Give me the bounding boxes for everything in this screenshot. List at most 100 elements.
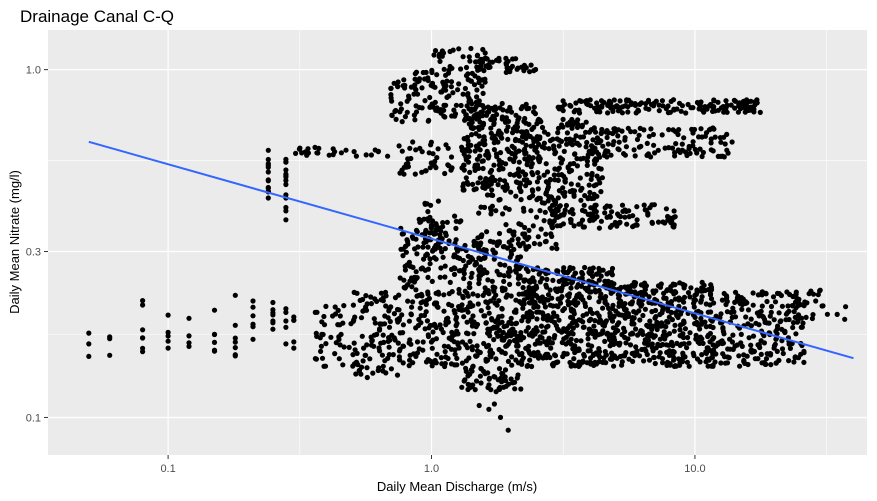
data-point xyxy=(630,224,636,230)
data-point xyxy=(475,301,481,307)
data-point xyxy=(642,207,648,213)
data-point xyxy=(512,267,519,274)
data-point xyxy=(318,343,324,349)
data-point xyxy=(555,359,561,365)
data-point xyxy=(496,197,502,203)
data-point xyxy=(330,313,336,319)
data-point xyxy=(660,360,666,366)
data-point xyxy=(497,177,503,183)
data-point xyxy=(418,300,424,306)
data-point xyxy=(528,208,534,214)
data-point xyxy=(474,87,480,93)
data-point xyxy=(757,109,763,115)
data-point xyxy=(412,246,418,252)
data-point xyxy=(631,309,637,315)
data-point xyxy=(464,134,470,140)
data-point xyxy=(408,312,414,318)
data-point xyxy=(648,126,654,132)
data-point xyxy=(677,280,683,286)
data-point xyxy=(585,285,591,291)
data-point xyxy=(616,312,622,318)
data-point xyxy=(583,129,589,135)
data-point xyxy=(429,218,436,224)
data-point xyxy=(283,181,289,188)
data-point xyxy=(468,45,474,52)
data-point xyxy=(388,366,394,372)
data-point xyxy=(719,297,726,303)
data-point xyxy=(555,177,561,183)
data-point xyxy=(478,272,484,278)
data-point xyxy=(660,333,666,339)
data-point xyxy=(424,318,430,324)
data-point xyxy=(484,192,491,198)
data-point xyxy=(699,134,705,140)
data-point xyxy=(594,271,600,277)
data-point xyxy=(692,297,699,303)
data-point xyxy=(391,80,397,86)
data-point xyxy=(699,279,705,285)
data-point xyxy=(165,338,171,344)
data-point xyxy=(485,305,491,311)
data-point xyxy=(211,348,218,354)
data-point xyxy=(700,149,707,156)
data-point xyxy=(535,234,541,240)
data-point xyxy=(596,287,602,294)
data-point xyxy=(386,324,393,330)
data-point xyxy=(232,292,238,298)
data-point xyxy=(596,319,602,325)
data-point xyxy=(634,349,640,355)
data-point xyxy=(283,341,289,347)
data-point xyxy=(686,363,692,369)
x-tick-label: 10.0 xyxy=(684,463,705,475)
data-point xyxy=(364,301,370,307)
data-point xyxy=(515,241,522,247)
data-point xyxy=(404,109,410,115)
data-point xyxy=(672,310,679,316)
data-point xyxy=(787,345,794,351)
data-point xyxy=(596,165,602,171)
data-point xyxy=(751,349,757,355)
data-point xyxy=(283,204,289,211)
data-point xyxy=(727,336,733,342)
data-point xyxy=(773,360,780,366)
data-point xyxy=(500,329,506,336)
data-point xyxy=(484,357,491,363)
data-point xyxy=(186,340,192,346)
data-point xyxy=(523,171,529,178)
data-point xyxy=(629,330,635,336)
data-point xyxy=(232,345,238,351)
data-point xyxy=(592,202,598,208)
data-point xyxy=(332,351,338,357)
data-point xyxy=(512,137,519,144)
data-point xyxy=(452,362,458,368)
data-point xyxy=(737,363,743,369)
data-point xyxy=(634,136,641,143)
grid-lines xyxy=(48,30,867,455)
data-point xyxy=(608,290,614,296)
data-point xyxy=(568,300,574,306)
data-point xyxy=(641,202,647,208)
data-point xyxy=(425,77,431,84)
data-point xyxy=(495,239,501,245)
data-point xyxy=(319,355,326,361)
data-point xyxy=(487,169,493,175)
data-point xyxy=(165,312,171,318)
data-point xyxy=(449,333,456,339)
data-point xyxy=(793,289,799,295)
data-point xyxy=(511,172,517,178)
data-point xyxy=(442,246,448,252)
data-point xyxy=(580,313,586,319)
data-point xyxy=(596,313,602,319)
data-point xyxy=(688,285,694,291)
data-point xyxy=(556,143,562,149)
data-point xyxy=(666,314,673,320)
data-point xyxy=(397,346,403,352)
data-point xyxy=(539,335,545,341)
data-point xyxy=(422,98,428,104)
data-point xyxy=(665,110,672,116)
data-point xyxy=(521,129,527,135)
data-point xyxy=(479,83,485,89)
data-point xyxy=(211,339,218,345)
data-point xyxy=(721,290,727,297)
data-point xyxy=(566,169,573,175)
